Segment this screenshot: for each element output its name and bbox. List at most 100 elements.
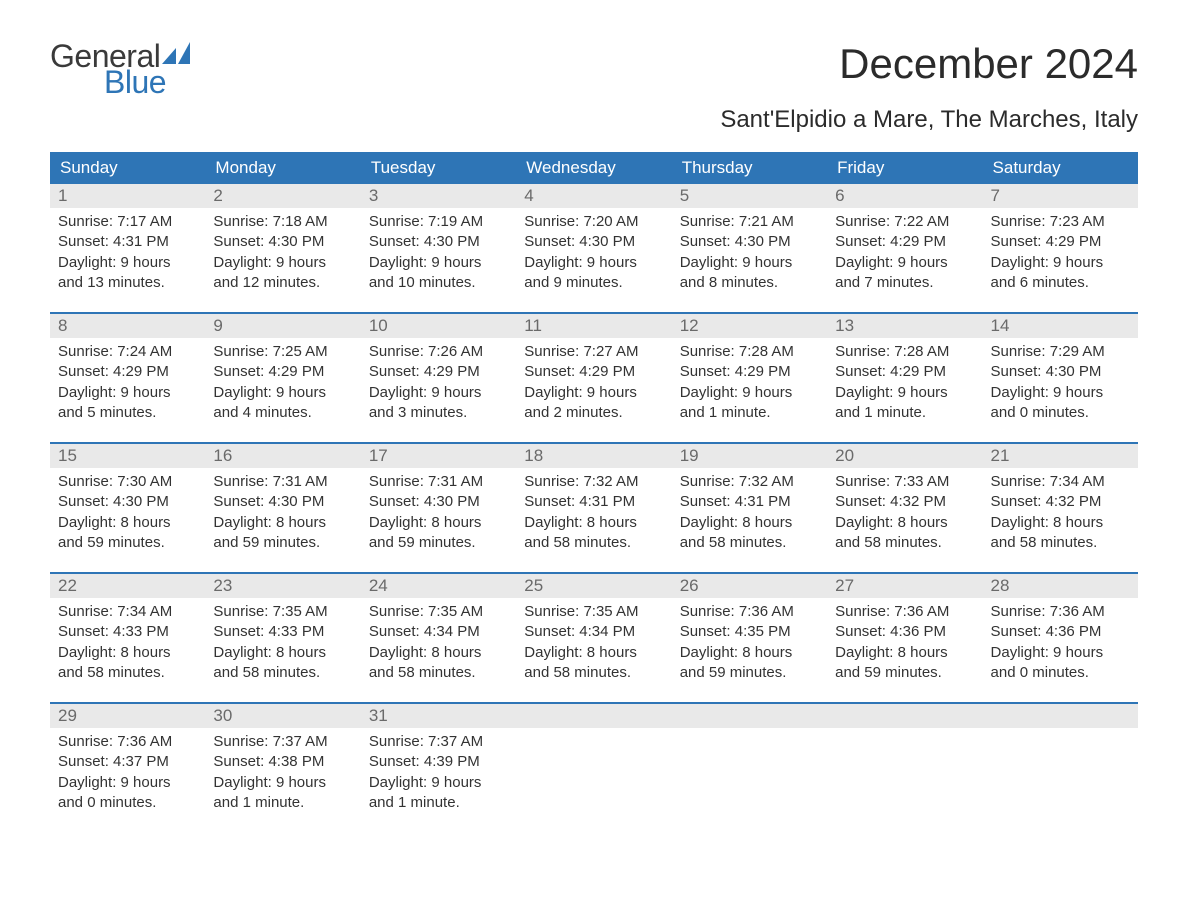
day-d1: Daylight: 9 hours [369, 773, 508, 793]
page-title: December 2024 [839, 40, 1138, 88]
day-cell [827, 704, 982, 832]
day-cell: 17Sunrise: 7:31 AMSunset: 4:30 PMDayligh… [361, 444, 516, 572]
week-row: 8Sunrise: 7:24 AMSunset: 4:29 PMDaylight… [50, 312, 1138, 442]
day-number: 2 [205, 184, 360, 208]
day-d1: Daylight: 9 hours [58, 253, 197, 273]
weekday-header: Sunday [50, 152, 205, 184]
day-sunrise: Sunrise: 7:37 AM [369, 732, 508, 752]
day-sunrise: Sunrise: 7:22 AM [835, 212, 974, 232]
day-cell: 13Sunrise: 7:28 AMSunset: 4:29 PMDayligh… [827, 314, 982, 442]
day-d1: Daylight: 9 hours [369, 383, 508, 403]
day-d1: Daylight: 9 hours [58, 773, 197, 793]
day-sunrise: Sunrise: 7:32 AM [524, 472, 663, 492]
day-d1: Daylight: 8 hours [369, 513, 508, 533]
day-sunset: Sunset: 4:29 PM [213, 362, 352, 382]
day-cell: 5Sunrise: 7:21 AMSunset: 4:30 PMDaylight… [672, 184, 827, 312]
day-sunrise: Sunrise: 7:34 AM [58, 602, 197, 622]
logo: General Blue [50, 40, 190, 98]
day-d2: and 2 minutes. [524, 403, 663, 423]
day-number [672, 704, 827, 728]
day-number: 3 [361, 184, 516, 208]
day-number [516, 704, 671, 728]
day-content: Sunrise: 7:21 AMSunset: 4:30 PMDaylight:… [672, 208, 827, 301]
day-content: Sunrise: 7:29 AMSunset: 4:30 PMDaylight:… [983, 338, 1138, 431]
weekday-header: Thursday [672, 152, 827, 184]
day-content: Sunrise: 7:27 AMSunset: 4:29 PMDaylight:… [516, 338, 671, 431]
day-sunrise: Sunrise: 7:17 AM [58, 212, 197, 232]
day-number: 23 [205, 574, 360, 598]
logo-text-blue: Blue [104, 66, 190, 98]
day-cell: 10Sunrise: 7:26 AMSunset: 4:29 PMDayligh… [361, 314, 516, 442]
day-cell: 29Sunrise: 7:36 AMSunset: 4:37 PMDayligh… [50, 704, 205, 832]
day-d1: Daylight: 8 hours [835, 643, 974, 663]
day-d1: Daylight: 8 hours [58, 513, 197, 533]
day-d2: and 6 minutes. [991, 273, 1130, 293]
day-content: Sunrise: 7:32 AMSunset: 4:31 PMDaylight:… [672, 468, 827, 561]
day-sunset: Sunset: 4:30 PM [991, 362, 1130, 382]
day-d2: and 3 minutes. [369, 403, 508, 423]
day-sunset: Sunset: 4:30 PM [58, 492, 197, 512]
logo-sail-icon [162, 42, 190, 68]
day-cell: 7Sunrise: 7:23 AMSunset: 4:29 PMDaylight… [983, 184, 1138, 312]
day-d1: Daylight: 9 hours [213, 383, 352, 403]
day-d1: Daylight: 8 hours [369, 643, 508, 663]
day-sunset: Sunset: 4:29 PM [369, 362, 508, 382]
day-number: 31 [361, 704, 516, 728]
day-cell: 28Sunrise: 7:36 AMSunset: 4:36 PMDayligh… [983, 574, 1138, 702]
day-d2: and 12 minutes. [213, 273, 352, 293]
day-content: Sunrise: 7:31 AMSunset: 4:30 PMDaylight:… [361, 468, 516, 561]
day-d1: Daylight: 9 hours [680, 383, 819, 403]
day-number: 26 [672, 574, 827, 598]
day-sunset: Sunset: 4:34 PM [369, 622, 508, 642]
day-sunset: Sunset: 4:30 PM [680, 232, 819, 252]
day-d2: and 1 minute. [213, 793, 352, 813]
day-d2: and 58 minutes. [991, 533, 1130, 553]
weekday-header: Wednesday [516, 152, 671, 184]
day-d2: and 59 minutes. [213, 533, 352, 553]
day-sunset: Sunset: 4:38 PM [213, 752, 352, 772]
day-number: 25 [516, 574, 671, 598]
day-sunset: Sunset: 4:29 PM [835, 362, 974, 382]
day-sunset: Sunset: 4:30 PM [213, 232, 352, 252]
day-content: Sunrise: 7:17 AMSunset: 4:31 PMDaylight:… [50, 208, 205, 301]
day-d1: Daylight: 8 hours [213, 513, 352, 533]
day-number: 12 [672, 314, 827, 338]
day-sunrise: Sunrise: 7:28 AM [835, 342, 974, 362]
day-sunset: Sunset: 4:29 PM [991, 232, 1130, 252]
day-d2: and 58 minutes. [58, 663, 197, 683]
day-sunrise: Sunrise: 7:27 AM [524, 342, 663, 362]
day-cell: 3Sunrise: 7:19 AMSunset: 4:30 PMDaylight… [361, 184, 516, 312]
day-number: 27 [827, 574, 982, 598]
day-d2: and 10 minutes. [369, 273, 508, 293]
day-d1: Daylight: 9 hours [524, 383, 663, 403]
day-cell [672, 704, 827, 832]
day-d1: Daylight: 8 hours [991, 513, 1130, 533]
day-d2: and 59 minutes. [58, 533, 197, 553]
day-sunrise: Sunrise: 7:37 AM [213, 732, 352, 752]
day-number: 24 [361, 574, 516, 598]
day-cell: 30Sunrise: 7:37 AMSunset: 4:38 PMDayligh… [205, 704, 360, 832]
day-sunset: Sunset: 4:30 PM [369, 492, 508, 512]
day-d2: and 59 minutes. [835, 663, 974, 683]
weekday-header: Monday [205, 152, 360, 184]
day-sunset: Sunset: 4:29 PM [680, 362, 819, 382]
day-cell: 12Sunrise: 7:28 AMSunset: 4:29 PMDayligh… [672, 314, 827, 442]
day-sunrise: Sunrise: 7:32 AM [680, 472, 819, 492]
day-d1: Daylight: 8 hours [680, 513, 819, 533]
day-content: Sunrise: 7:24 AMSunset: 4:29 PMDaylight:… [50, 338, 205, 431]
day-d1: Daylight: 9 hours [680, 253, 819, 273]
day-content: Sunrise: 7:36 AMSunset: 4:35 PMDaylight:… [672, 598, 827, 691]
day-d2: and 58 minutes. [213, 663, 352, 683]
day-content: Sunrise: 7:37 AMSunset: 4:39 PMDaylight:… [361, 728, 516, 821]
day-d2: and 5 minutes. [58, 403, 197, 423]
day-d1: Daylight: 8 hours [58, 643, 197, 663]
day-sunset: Sunset: 4:33 PM [58, 622, 197, 642]
day-sunrise: Sunrise: 7:29 AM [991, 342, 1130, 362]
day-sunrise: Sunrise: 7:24 AM [58, 342, 197, 362]
day-number: 10 [361, 314, 516, 338]
weekday-header-row: SundayMondayTuesdayWednesdayThursdayFrid… [50, 152, 1138, 184]
day-cell: 31Sunrise: 7:37 AMSunset: 4:39 PMDayligh… [361, 704, 516, 832]
day-d2: and 1 minute. [835, 403, 974, 423]
day-sunset: Sunset: 4:31 PM [58, 232, 197, 252]
day-content: Sunrise: 7:37 AMSunset: 4:38 PMDaylight:… [205, 728, 360, 821]
